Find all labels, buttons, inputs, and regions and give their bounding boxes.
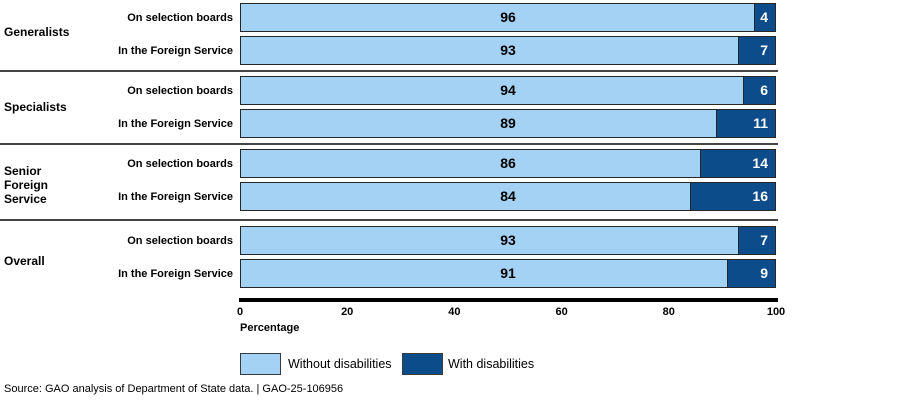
value-without-disabilities: 86 (500, 155, 516, 171)
bar-row-senior-foreign-service-in-the-foreign-service: 84 16 (240, 182, 776, 211)
value-without-disabilities: 89 (500, 115, 516, 131)
value-without-disabilities: 91 (500, 265, 516, 281)
x-axis-title: Percentage (240, 322, 300, 334)
value-with-disabilities: 7 (760, 232, 768, 248)
segment-with-disabilities (742, 77, 775, 104)
group-label-overall: Overall (4, 254, 45, 268)
x-tick-label-0: 0 (236, 306, 244, 318)
x-axis-line (239, 298, 778, 302)
bar-row-senior-foreign-service-on-selection-boards: 86 14 (240, 149, 776, 178)
segment-with-disabilities (700, 150, 775, 177)
segment-with-disabilities (753, 4, 775, 31)
row-label-specialists-on-selection-boards: On selection boards (127, 85, 233, 97)
value-without-disabilities: 93 (500, 232, 516, 248)
segment-with-disabilities (689, 183, 775, 210)
bar-row-generalists-on-selection-boards: 96 4 (240, 3, 776, 32)
group-label-generalists: Generalists (4, 25, 70, 39)
x-tick-label-20: 20 (341, 306, 354, 318)
row-label-overall-in-the-foreign-service: In the Foreign Service (118, 268, 233, 280)
stacked-bar: 93 7 (240, 226, 776, 255)
bar-row-overall-on-selection-boards: 93 7 (240, 226, 776, 255)
bar-row-specialists-on-selection-boards: 94 6 (240, 76, 776, 105)
legend-label-without-disabilities: Without disabilities (288, 357, 392, 371)
segment-with-disabilities (737, 227, 775, 254)
stacked-bar: 91 9 (240, 259, 776, 288)
value-with-disabilities: 16 (752, 188, 768, 204)
source-note: Source: GAO analysis of Department of St… (4, 383, 344, 395)
legend-label-with-disabilities: With disabilities (448, 357, 535, 371)
value-with-disabilities: 9 (760, 265, 768, 281)
stacked-bar: 96 4 (240, 3, 776, 32)
row-label-senior-foreign-service-on-selection-boards: On selection boards (127, 158, 233, 170)
value-with-disabilities: 14 (752, 155, 768, 171)
row-label-specialists-in-the-foreign-service: In the Foreign Service (118, 118, 233, 130)
value-with-disabilities: 11 (753, 115, 768, 131)
stacked-bar: 89 11 (240, 109, 776, 138)
group-separator-line (0, 143, 778, 145)
x-tick-label-60: 60 (555, 306, 568, 318)
group-separator-line (0, 70, 778, 72)
segment-with-disabilities (737, 37, 775, 64)
value-with-disabilities: 4 (760, 9, 768, 25)
stacked-bar: 86 14 (240, 149, 776, 178)
row-label-overall-on-selection-boards: On selection boards (127, 235, 233, 247)
x-tick-label-80: 80 (662, 306, 675, 318)
stacked-bar: 84 16 (240, 182, 776, 211)
segment-with-disabilities (716, 110, 775, 137)
stacked-bar: 93 7 (240, 36, 776, 65)
group-separator-line (0, 219, 778, 221)
value-with-disabilities: 7 (760, 42, 768, 58)
value-without-disabilities: 96 (500, 9, 516, 25)
legend-swatch-without-disabilities (240, 353, 281, 375)
x-tick-label-40: 40 (448, 306, 461, 318)
stacked-bar: 94 6 (240, 76, 776, 105)
x-tick-label-100: 100 (766, 306, 786, 318)
bar-row-generalists-in-the-foreign-service: 93 7 (240, 36, 776, 65)
value-without-disabilities: 93 (500, 42, 516, 58)
bar-row-specialists-in-the-foreign-service: 89 11 (240, 109, 776, 138)
row-label-generalists-in-the-foreign-service: In the Foreign Service (118, 45, 233, 57)
row-label-generalists-on-selection-boards: On selection boards (127, 12, 233, 24)
value-with-disabilities: 6 (760, 82, 768, 98)
legend-swatch-with-disabilities (402, 353, 443, 375)
group-label-specialists: Specialists (4, 100, 67, 114)
row-label-senior-foreign-service-in-the-foreign-service: In the Foreign Service (118, 191, 233, 203)
value-without-disabilities: 84 (500, 188, 516, 204)
group-label-senior-foreign-service: Senior Foreign Service (4, 164, 48, 206)
segment-with-disabilities (726, 260, 775, 287)
value-without-disabilities: 94 (500, 82, 516, 98)
bar-row-overall-in-the-foreign-service: 91 9 (240, 259, 776, 288)
